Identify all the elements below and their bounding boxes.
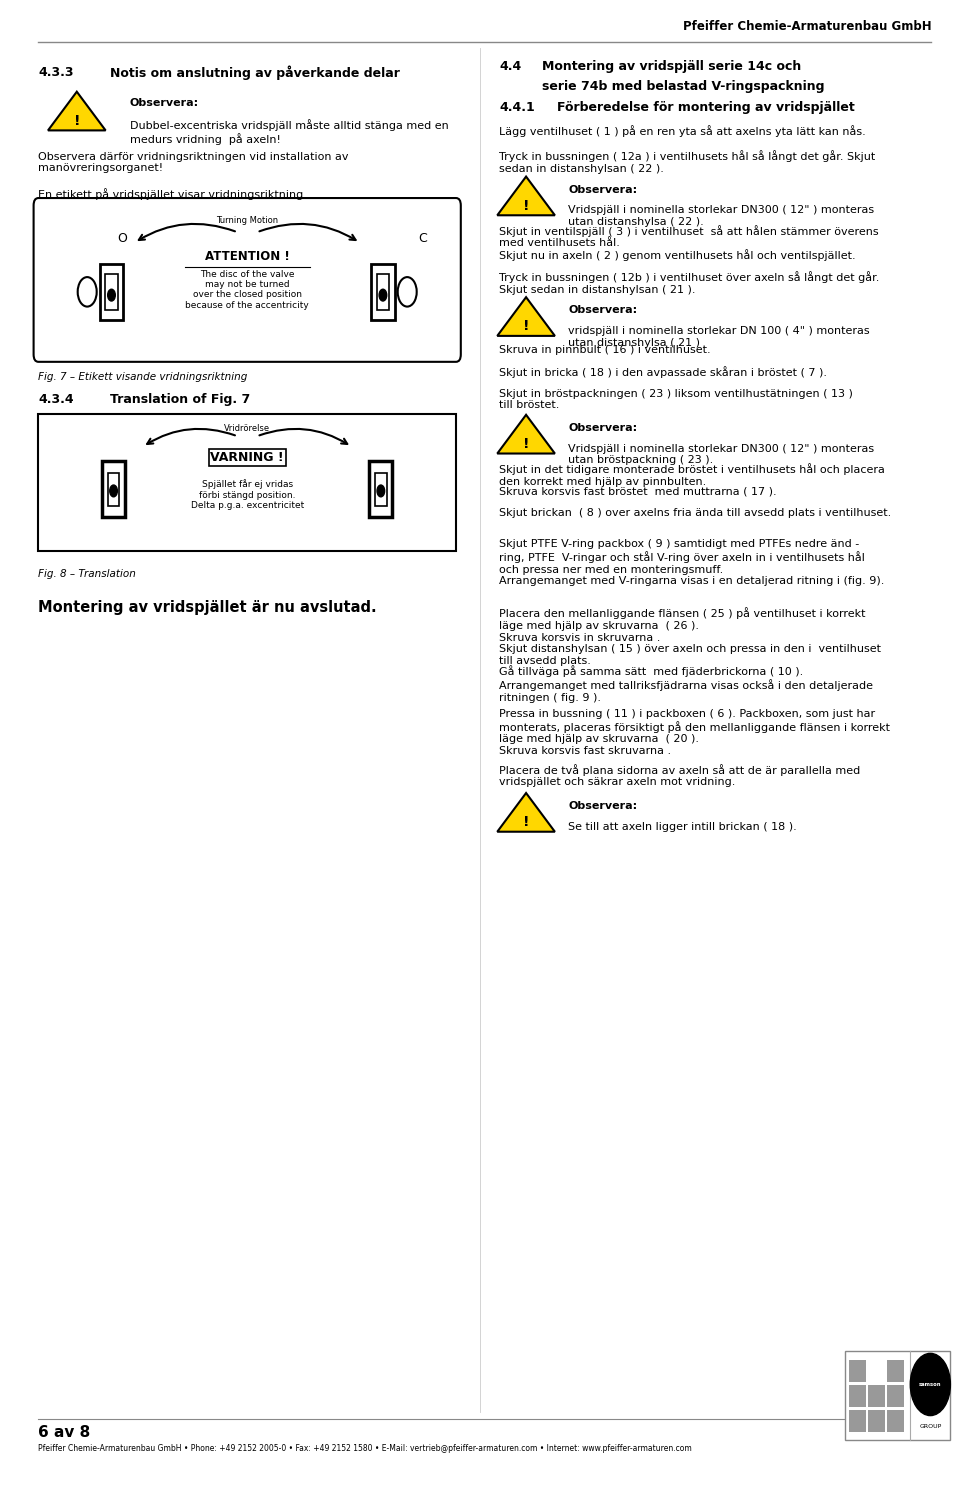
FancyBboxPatch shape (34, 198, 461, 362)
Text: Skjut in bröstpackningen ( 23 ) liksom ventilhustätningen ( 13 )
till bröstet.: Skjut in bröstpackningen ( 23 ) liksom v… (499, 389, 853, 411)
Text: Tryck in bussningen ( 12a ) i ventilhusets hål så långt det går. Skjut
sedan in : Tryck in bussningen ( 12a ) i ventilhuse… (499, 150, 876, 174)
FancyBboxPatch shape (868, 1385, 885, 1407)
Text: Pfeiffer Chemie-Armaturenbau GmbH: Pfeiffer Chemie-Armaturenbau GmbH (683, 19, 931, 33)
FancyBboxPatch shape (106, 274, 118, 310)
Text: GROUP: GROUP (920, 1423, 942, 1429)
Circle shape (377, 485, 385, 497)
Text: Pfeiffer Chemie-Armaturenbau GmbH • Phone: +49 2152 2005-0 • Fax: +49 2152 1580 : Pfeiffer Chemie-Armaturenbau GmbH • Phon… (38, 1444, 692, 1453)
FancyBboxPatch shape (868, 1361, 885, 1382)
Circle shape (109, 485, 117, 497)
Text: Tryck in bussningen ( 12b ) i ventilhuset över axeln så långt det går.
Skjut sed: Tryck in bussningen ( 12b ) i ventilhuse… (499, 271, 879, 295)
FancyBboxPatch shape (38, 414, 456, 551)
FancyBboxPatch shape (370, 462, 393, 517)
Text: Skjut nu in axeln ( 2 ) genom ventilhusets hål och ventilspjället.: Skjut nu in axeln ( 2 ) genom ventilhuse… (499, 249, 855, 261)
FancyBboxPatch shape (887, 1385, 904, 1407)
Text: Observera:: Observera: (568, 801, 637, 812)
Text: !: ! (523, 436, 529, 451)
Text: En etikett på vridspjället visar vridningsriktning.: En etikett på vridspjället visar vridnin… (38, 188, 307, 200)
Text: Skjut in bricka ( 18 ) i den avpassade skåran i bröstet ( 7 ).: Skjut in bricka ( 18 ) i den avpassade s… (499, 366, 828, 378)
Text: 4.4.1: 4.4.1 (499, 101, 535, 115)
Polygon shape (497, 415, 555, 454)
Circle shape (379, 289, 387, 301)
Text: Observera:: Observera: (130, 98, 199, 109)
Text: Pressa in bussning ( 11 ) i packboxen ( 6 ). Packboxen, som just har
monterats, : Pressa in bussning ( 11 ) i packboxen ( … (499, 709, 890, 756)
Text: Arrangemanget med V-ringarna visas i en detaljerad ritning i (fig. 9).: Arrangemanget med V-ringarna visas i en … (499, 576, 884, 587)
Text: Dubbel-excentriska vridspjäll måste alltid stänga med en
medurs vridning  på axe: Dubbel-excentriska vridspjäll måste allt… (130, 119, 448, 144)
Text: Förberedelse för montering av vridspjället: Förberedelse för montering av vridspjäll… (557, 101, 854, 115)
FancyBboxPatch shape (372, 264, 395, 320)
Text: Spjället får ej vridas
förbi stängd position.
Delta p.g.a. excentricitet: Spjället får ej vridas förbi stängd posi… (191, 479, 303, 511)
Text: Skruva in pinnbult ( 16 ) i ventilhuset.: Skruva in pinnbult ( 16 ) i ventilhuset. (499, 345, 710, 356)
Text: O: O (117, 232, 127, 244)
Text: Se till att axeln ligger intill brickan ( 18 ).: Se till att axeln ligger intill brickan … (568, 822, 797, 832)
Text: Fig. 7 – Etikett visande vridningsriktning: Fig. 7 – Etikett visande vridningsriktni… (38, 372, 248, 383)
Text: Observera:: Observera: (568, 423, 637, 433)
Text: Notis om anslutning av påverkande delar: Notis om anslutning av påverkande delar (110, 66, 400, 80)
Text: VARNING !: VARNING ! (210, 451, 284, 465)
Polygon shape (497, 298, 555, 337)
Text: Translation of Fig. 7: Translation of Fig. 7 (110, 393, 251, 406)
Text: Skjut PTFE V-ring packbox ( 9 ) samtidigt med PTFEs nedre änd -
ring, PTFE  V-ri: Skjut PTFE V-ring packbox ( 9 ) samtidig… (499, 539, 865, 575)
Text: Observera:: Observera: (568, 305, 637, 316)
FancyBboxPatch shape (845, 1351, 950, 1440)
Polygon shape (48, 92, 106, 131)
Text: vridspjäll i nominella storlekar DN 100 ( 4" ) monteras
utan distanshylsa ( 21 ): vridspjäll i nominella storlekar DN 100 … (568, 326, 870, 348)
Text: Vridspjäll i nominella storlekar DN300 ( 12" ) monteras
utan distanshylsa ( 22 ): Vridspjäll i nominella storlekar DN300 (… (568, 205, 875, 228)
Circle shape (108, 289, 115, 301)
Text: Montering av vridspjäll serie 14c och: Montering av vridspjäll serie 14c och (542, 60, 802, 73)
Text: Montering av vridspjället är nu avslutad.: Montering av vridspjället är nu avslutad… (38, 600, 377, 615)
Text: Lägg ventilhuset ( 1 ) på en ren yta så att axelns yta lätt kan nås.: Lägg ventilhuset ( 1 ) på en ren yta så … (499, 125, 866, 137)
FancyBboxPatch shape (102, 462, 125, 517)
Text: samson: samson (919, 1382, 942, 1386)
Text: ATTENTION !: ATTENTION ! (204, 250, 290, 264)
Text: Observera därför vridningsriktningen vid installation av
manövreringsorganet!: Observera därför vridningsriktningen vid… (38, 152, 348, 174)
FancyBboxPatch shape (100, 264, 123, 320)
Polygon shape (497, 177, 555, 216)
Text: 4.3.4: 4.3.4 (38, 393, 74, 406)
Text: !: ! (523, 198, 529, 213)
Text: Skruva korsvis fast bröstet  med muttrarna ( 17 ).: Skruva korsvis fast bröstet med muttrarn… (499, 487, 777, 497)
Text: Skjut in det tidigare monterade bröstet i ventilhusets hål och placera
den korre: Skjut in det tidigare monterade bröstet … (499, 463, 885, 487)
Text: Vridspjäll i nominella storlekar DN300 ( 12" ) monteras
utan bröstpackning ( 23 : Vridspjäll i nominella storlekar DN300 (… (568, 444, 875, 466)
FancyBboxPatch shape (375, 474, 387, 506)
Text: !: ! (74, 113, 80, 128)
FancyBboxPatch shape (849, 1361, 866, 1382)
FancyBboxPatch shape (887, 1410, 904, 1432)
Text: Placera de två plana sidorna av axeln så att de är parallella med
vridspjället o: Placera de två plana sidorna av axeln så… (499, 764, 860, 788)
Circle shape (910, 1354, 950, 1416)
Text: Fig. 8 – Translation: Fig. 8 – Translation (38, 569, 136, 579)
Text: Skjut in ventilspjäll ( 3 ) i ventilhuset  så att hålen stämmer överens
med vent: Skjut in ventilspjäll ( 3 ) i ventilhuse… (499, 225, 878, 249)
FancyBboxPatch shape (849, 1385, 866, 1407)
Text: 4.3.3: 4.3.3 (38, 66, 74, 79)
Text: C: C (419, 232, 427, 244)
Text: 4.4: 4.4 (499, 60, 521, 73)
Text: 6 av 8: 6 av 8 (38, 1425, 90, 1440)
FancyBboxPatch shape (108, 474, 119, 506)
Text: Vridrörelse: Vridrörelse (224, 424, 271, 433)
Text: Placera den mellanliggande flänsen ( 25 ) på ventilhuset i korrekt
läge med hjäl: Placera den mellanliggande flänsen ( 25 … (499, 608, 881, 666)
Text: serie 74b med belastad V-ringspackning: serie 74b med belastad V-ringspackning (542, 80, 825, 94)
Text: !: ! (523, 814, 529, 829)
FancyBboxPatch shape (868, 1410, 885, 1432)
Text: Turning Motion: Turning Motion (216, 216, 278, 225)
Text: The disc of the valve
may not be turned
over the closed position
because of the : The disc of the valve may not be turned … (185, 270, 309, 310)
Text: !: ! (523, 319, 529, 334)
FancyBboxPatch shape (849, 1410, 866, 1432)
Polygon shape (497, 794, 555, 832)
FancyBboxPatch shape (376, 274, 389, 310)
Text: Skjut brickan  ( 8 ) over axelns fria ända till avsedd plats i ventilhuset.: Skjut brickan ( 8 ) over axelns fria änd… (499, 508, 892, 518)
Text: Observera:: Observera: (568, 185, 637, 195)
FancyBboxPatch shape (887, 1361, 904, 1382)
Text: Gå tillväga på samma sätt  med fjäderbrickorna ( 10 ).
Arrangemanget med tallrik: Gå tillväga på samma sätt med fjäderbric… (499, 666, 874, 703)
